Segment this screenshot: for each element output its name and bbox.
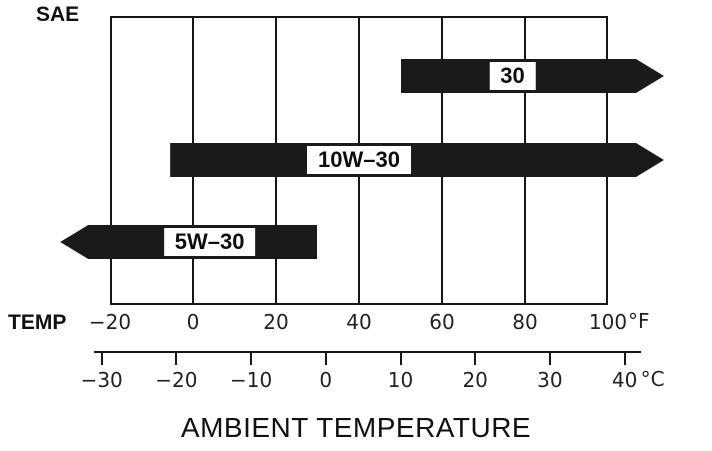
celsius-tick-label: 30 xyxy=(537,368,563,392)
celsius-tick-label: 40 xyxy=(611,368,638,392)
celsius-tick-label: 20 xyxy=(462,368,488,392)
celsius-tick-label: −20 xyxy=(155,368,198,392)
fahrenheit-unit-label: °F xyxy=(628,309,650,333)
celsius-tick xyxy=(399,351,402,365)
sae-axis-label: SAE xyxy=(36,3,80,26)
temp-axis-label: TEMP xyxy=(8,311,67,334)
celsius-tick xyxy=(623,351,626,365)
celsius-tick xyxy=(250,351,253,365)
celsius-tick xyxy=(548,351,551,365)
celsius-tick-label: −10 xyxy=(229,368,273,392)
viscosity-bar-label: 10W–30 xyxy=(307,146,411,174)
fahrenheit-tick-label: −20 xyxy=(88,310,132,334)
fahrenheit-tick-label: 40 xyxy=(346,310,372,334)
fahrenheit-tick-label: 60 xyxy=(429,310,455,334)
viscosity-bar-label: 5W–30 xyxy=(163,228,256,256)
celsius-tick xyxy=(100,351,103,365)
celsius-tick-label: 0 xyxy=(319,368,333,392)
celsius-tick-label: −30 xyxy=(80,368,123,392)
celsius-tick xyxy=(324,351,327,365)
celsius-unit-label: °C xyxy=(640,367,665,391)
chart-title: AMBIENT TEMPERATURE xyxy=(180,412,532,443)
celsius-ruler-line xyxy=(93,351,641,353)
viscosity-bar-label: 30 xyxy=(489,62,536,90)
celsius-tick xyxy=(474,351,477,365)
celsius-tick-label: 10 xyxy=(387,368,414,392)
fahrenheit-tick-label: 80 xyxy=(512,310,538,334)
celsius-tick xyxy=(175,351,178,365)
fahrenheit-tick-label: 0 xyxy=(186,310,200,334)
fahrenheit-tick-label: 100 xyxy=(588,310,628,334)
viscosity-bar xyxy=(170,143,664,177)
fahrenheit-tick-label: 20 xyxy=(263,310,289,334)
